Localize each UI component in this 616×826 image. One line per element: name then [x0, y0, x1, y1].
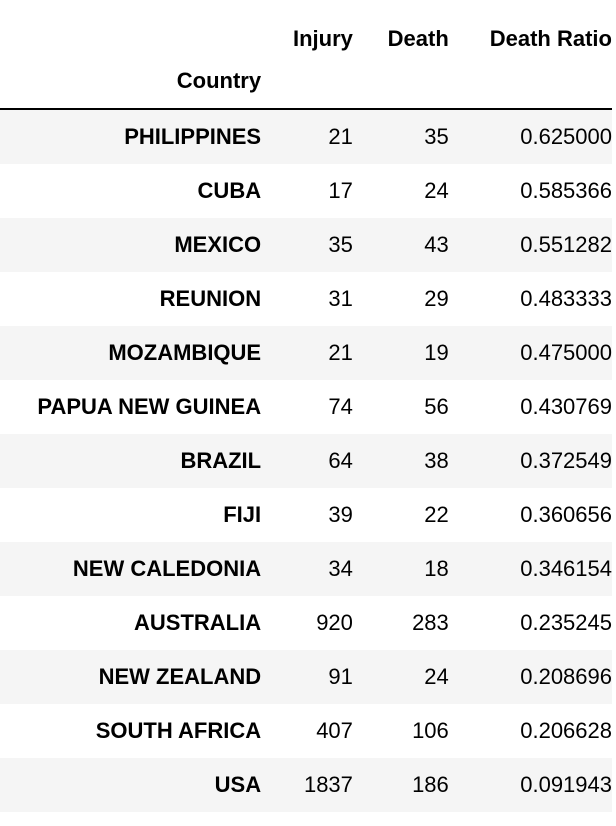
cell-death: 29: [424, 286, 449, 311]
cell-death: 56: [424, 394, 449, 419]
cell-injury: 34: [328, 556, 353, 581]
cell-death-ratio: 0.235245: [520, 610, 612, 635]
column-header-injury: Injury: [261, 0, 353, 54]
cell-death: 35: [424, 124, 449, 149]
cell-death-ratio: 0.208696: [520, 664, 612, 689]
cell-death-ratio: 0.483333: [520, 286, 612, 311]
cell-death-ratio: 0.551282: [520, 232, 612, 257]
cell-injury: 407: [316, 718, 353, 743]
dataframe-table: Injury Death Death Ratio Country PHILIPP…: [0, 0, 612, 812]
cell-death-ratio: 0.475000: [520, 340, 612, 365]
row-country-label: MOZAMBIQUE: [108, 340, 262, 365]
column-header-death: Death: [353, 0, 449, 54]
row-country-label: PHILIPPINES: [124, 124, 262, 149]
cell-injury: 64: [328, 448, 353, 473]
cell-injury: 21: [328, 124, 353, 149]
table-header: Injury Death Death Ratio Country: [0, 0, 612, 110]
row-country-label: CUBA: [197, 178, 262, 203]
index-row-blank-ratio: [448, 54, 612, 110]
cell-death-ratio: 0.585366: [520, 178, 612, 203]
row-country-label: NEW ZEALAND: [98, 664, 262, 689]
cell-injury: 74: [328, 394, 353, 419]
table-row: SOUTH AFRICA 407 106 0.206628: [0, 704, 612, 758]
index-row-blank-injury: [261, 54, 353, 110]
index-header-row: Country: [0, 54, 612, 110]
cell-death: 38: [424, 448, 449, 473]
row-country-label: NEW CALEDONIA: [72, 556, 262, 581]
cell-injury: 920: [316, 610, 353, 635]
cell-injury: 91: [328, 664, 353, 689]
table-row: NEW CALEDONIA 34 18 0.346154: [0, 542, 612, 596]
row-country-label: AUSTRALIA: [134, 610, 262, 635]
cell-death: 18: [424, 556, 449, 581]
cell-death-ratio: 0.346154: [520, 556, 612, 581]
index-name-header: Country: [0, 54, 262, 110]
table-row: CUBA 17 24 0.585366: [0, 164, 612, 218]
table-row: BRAZIL 64 38 0.372549: [0, 434, 612, 488]
cell-injury: 1837: [303, 772, 353, 797]
row-country-label: REUNION: [159, 286, 262, 311]
cell-death: 186: [412, 772, 449, 797]
cell-death-ratio: 0.091943: [520, 772, 612, 797]
table-row: NEW ZEALAND 91 24 0.208696: [0, 650, 612, 704]
index-row-blank-death: [352, 54, 449, 110]
column-header-death-ratio: Death Ratio: [449, 0, 612, 54]
row-country-label: BRAZIL: [180, 448, 262, 473]
column-header-row: Injury Death Death Ratio: [0, 0, 612, 54]
cell-death: 43: [424, 232, 449, 257]
row-country-label: MEXICO: [174, 232, 262, 257]
cell-death-ratio: 0.360656: [520, 502, 612, 527]
cell-death: 106: [412, 718, 449, 743]
cell-injury: 35: [328, 232, 353, 257]
cell-injury: 17: [328, 178, 353, 203]
table-row: PAPUA NEW GUINEA 74 56 0.430769: [0, 380, 612, 434]
cell-death: 24: [424, 178, 449, 203]
table-row: REUNION 31 29 0.483333: [0, 272, 612, 326]
row-country-label: SOUTH AFRICA: [95, 718, 262, 743]
table-row: PHILIPPINES 21 35 0.625000: [0, 109, 612, 164]
cell-death-ratio: 0.206628: [520, 718, 612, 743]
table-row: AUSTRALIA 920 283 0.235245: [0, 596, 612, 650]
cell-death: 24: [424, 664, 449, 689]
cell-death-ratio: 0.372549: [520, 448, 612, 473]
column-header-death-ratio-label: Death Ratio: [489, 26, 612, 51]
table-row: MEXICO 35 43 0.551282: [0, 218, 612, 272]
table-body: PHILIPPINES 21 35 0.625000 CUBA 17 24 0.585366 M…: [0, 109, 612, 812]
cell-injury: 39: [328, 502, 353, 527]
row-country-label: PAPUA NEW GUINEA: [37, 394, 262, 419]
cell-death: 22: [424, 502, 449, 527]
table-row: USA 1837 186 0.091943: [0, 758, 612, 812]
column-header-injury-label: Injury: [293, 26, 353, 51]
column-header-death-label: Death: [387, 26, 449, 51]
cell-death-ratio: 0.625000: [520, 124, 612, 149]
cell-death: 19: [424, 340, 449, 365]
header-blank-cell: [0, 0, 261, 54]
cell-death: 283: [412, 610, 449, 635]
row-country-label: FIJI: [223, 502, 262, 527]
row-country-label: USA: [214, 772, 262, 797]
cell-injury: 21: [328, 340, 353, 365]
cell-injury: 31: [328, 286, 353, 311]
table-row: FIJI 39 22 0.360656: [0, 488, 612, 542]
table-row: MOZAMBIQUE 21 19 0.475000: [0, 326, 612, 380]
cell-death-ratio: 0.430769: [520, 394, 612, 419]
